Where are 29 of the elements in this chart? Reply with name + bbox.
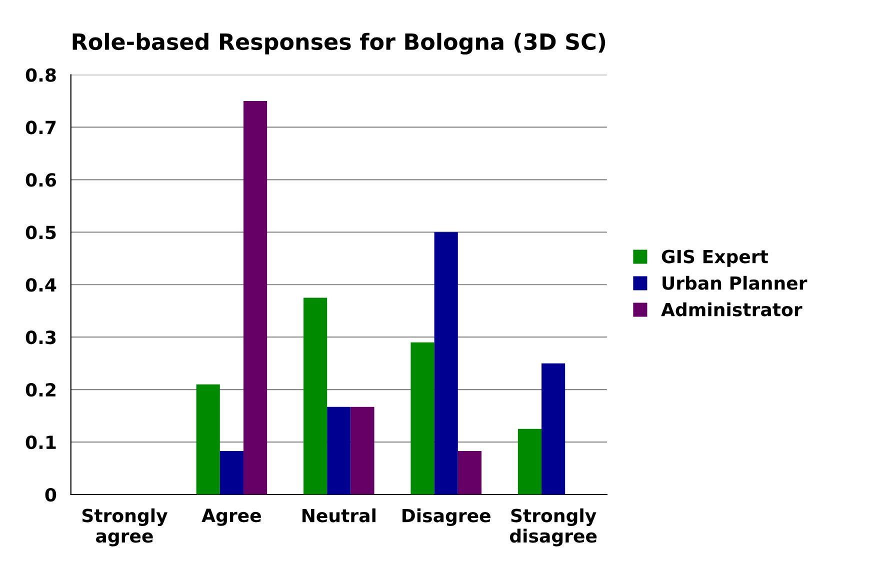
x-tick-label: Strongly agree xyxy=(82,508,168,546)
bar xyxy=(458,450,482,494)
x-tick-label: Neutral xyxy=(302,508,376,522)
legend-label: GIS Expert xyxy=(662,250,768,267)
x-tick-label: Disagree xyxy=(402,508,490,526)
bar xyxy=(220,450,244,494)
bar xyxy=(327,406,351,494)
y-tick-label: 0.6 xyxy=(26,173,56,187)
y-tick-label: 0.7 xyxy=(26,120,56,134)
bar xyxy=(196,384,220,494)
x-tick-label: Strongly disagree xyxy=(510,508,597,546)
bar xyxy=(243,100,268,494)
y-tick-label: 0.1 xyxy=(26,435,56,450)
bar xyxy=(518,428,542,494)
x-tick-label: Agree xyxy=(202,508,261,526)
bar xyxy=(410,342,434,494)
bar xyxy=(350,406,374,494)
bar xyxy=(542,363,566,494)
legend-label: Administrator xyxy=(661,302,802,316)
bar xyxy=(434,232,458,494)
y-tick-label: 0.3 xyxy=(26,330,56,344)
chart-title: Role-based Responses for Bologna (3D SC) xyxy=(72,32,606,55)
bar xyxy=(304,298,328,494)
y-tick-label: 0.4 xyxy=(26,278,56,292)
y-tick-label: 0 xyxy=(45,488,56,502)
y-tick-label: 0.8 xyxy=(26,68,56,82)
y-tick-label: 0.5 xyxy=(26,226,56,240)
legend-label: Urban Planner xyxy=(662,276,808,290)
y-tick-label: 0.2 xyxy=(26,383,56,397)
